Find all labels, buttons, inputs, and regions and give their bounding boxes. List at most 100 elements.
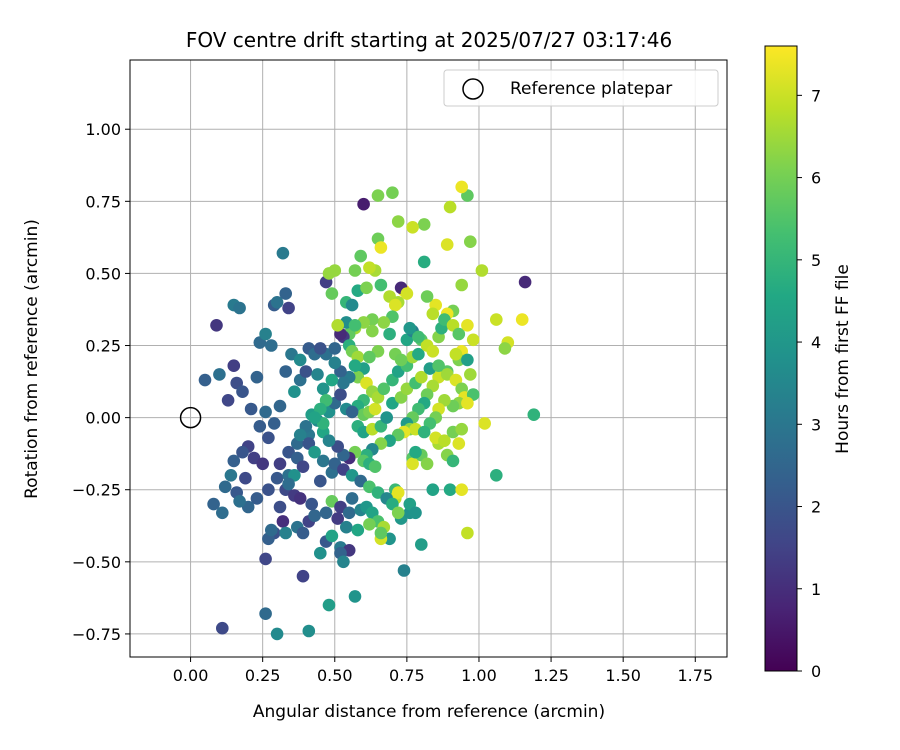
scatter-point <box>302 624 316 638</box>
scatter-point <box>412 330 425 344</box>
scatter-point <box>314 474 327 488</box>
scatter-point <box>334 388 347 401</box>
scatter-point <box>478 417 492 430</box>
scatter-point <box>337 376 350 390</box>
scatter-point <box>391 215 405 228</box>
x-tick-label: 0.00 <box>173 666 209 685</box>
scatter-point <box>224 469 238 482</box>
scatter-point <box>389 298 402 312</box>
scatter-point <box>270 627 284 641</box>
scatter-point <box>279 287 293 300</box>
scatter-point <box>319 506 333 520</box>
legend-entry-reference-platepar: Reference platepar <box>510 79 672 99</box>
scatter-point <box>328 356 342 370</box>
scatter-point <box>299 365 313 378</box>
scatter-point <box>490 313 503 326</box>
scatter-point <box>276 515 290 528</box>
scatter-point <box>383 327 396 341</box>
scatter-point <box>267 417 281 430</box>
scatter-point <box>279 365 293 378</box>
scatter-point <box>227 454 241 468</box>
scatter-point <box>455 180 469 194</box>
scatter-point <box>279 526 293 540</box>
scatter-point <box>394 353 408 367</box>
scatter-point <box>351 523 365 537</box>
chart-title: FOV centre drift starting at 2025/07/27 … <box>186 28 672 52</box>
scatter-point <box>363 518 376 531</box>
scatter-point <box>276 246 290 260</box>
scatter-point <box>216 506 229 520</box>
colorbar-tick-label: 0 <box>811 662 821 681</box>
x-axis-ticks: 0.00 0.25 0.50 0.75 1.00 1.25 1.50 1.75 <box>173 657 713 685</box>
scatter-point <box>282 477 295 491</box>
scatter-point <box>449 347 463 361</box>
scatter-point <box>316 382 330 396</box>
scatter-point <box>259 405 272 419</box>
scatter-point <box>446 454 460 468</box>
scatter-point <box>515 313 529 326</box>
y-axis-label: Rotation from reference (arcmin) <box>22 219 42 499</box>
scatter-point <box>282 301 295 315</box>
scatter-point <box>259 327 272 341</box>
scatter-point <box>293 353 307 367</box>
scatter-point <box>452 437 466 450</box>
scatter-point <box>415 538 428 551</box>
scatter-point <box>415 370 428 384</box>
scatter-point <box>305 497 319 511</box>
scatter-point <box>250 492 264 505</box>
colorbar-tick-label: 1 <box>811 580 821 599</box>
scatter-point <box>464 368 477 381</box>
colorbar: 0 1 2 3 4 5 6 7 Hours from first FF file <box>764 45 853 681</box>
scatter-point <box>314 546 327 560</box>
scatter-point <box>259 607 272 620</box>
scatter-point <box>432 359 445 373</box>
scatter-point <box>233 301 246 315</box>
colorbar-tick-label: 6 <box>811 169 821 188</box>
scatter-point <box>325 373 339 387</box>
scatter-point <box>250 370 264 384</box>
scatter-point <box>374 241 388 254</box>
scatter-point <box>348 359 362 373</box>
scatter-point <box>322 434 336 448</box>
scatter-point <box>406 221 419 234</box>
scatter-point <box>443 200 457 214</box>
scatter-point <box>293 428 307 442</box>
scatter-point <box>371 189 385 202</box>
scatter-point <box>426 307 440 321</box>
scatter-point <box>210 319 223 332</box>
scatter-point <box>322 598 336 612</box>
y-tick-label: 0.00 <box>85 409 121 428</box>
scatter-point <box>417 218 431 231</box>
scatter-point <box>340 520 353 534</box>
scatter-point <box>420 290 434 303</box>
scatter-point <box>331 512 345 525</box>
scatter-point <box>363 261 376 275</box>
colorbar-gradient <box>764 45 798 672</box>
scatter-point <box>308 445 321 459</box>
scatter-point <box>380 411 394 424</box>
scatter-point <box>273 500 287 514</box>
scatter-point <box>331 319 345 332</box>
scatter-point <box>265 339 278 352</box>
scatter-point <box>348 319 362 332</box>
scatter-point <box>360 281 373 295</box>
scatter-point <box>363 350 376 364</box>
scatter-point <box>296 569 310 583</box>
scatter-point <box>417 255 431 269</box>
scatter-point <box>345 405 359 419</box>
scatter-point <box>348 590 362 603</box>
scatter-point <box>270 296 284 309</box>
scatter-point <box>221 394 235 407</box>
y-tick-label: −0.50 <box>72 553 121 572</box>
scatter-point <box>308 411 321 424</box>
scatter-point <box>342 506 356 520</box>
y-tick-label: 0.50 <box>85 264 121 283</box>
scatter-point <box>461 526 474 540</box>
scatter-point <box>311 368 324 381</box>
scatter-point <box>455 422 469 436</box>
colorbar-tick-label: 2 <box>811 498 821 517</box>
scatter-points <box>198 180 541 641</box>
colorbar-tick-label: 3 <box>811 415 821 434</box>
colorbar-tick-label: 5 <box>811 251 821 270</box>
scatter-point <box>452 327 466 341</box>
